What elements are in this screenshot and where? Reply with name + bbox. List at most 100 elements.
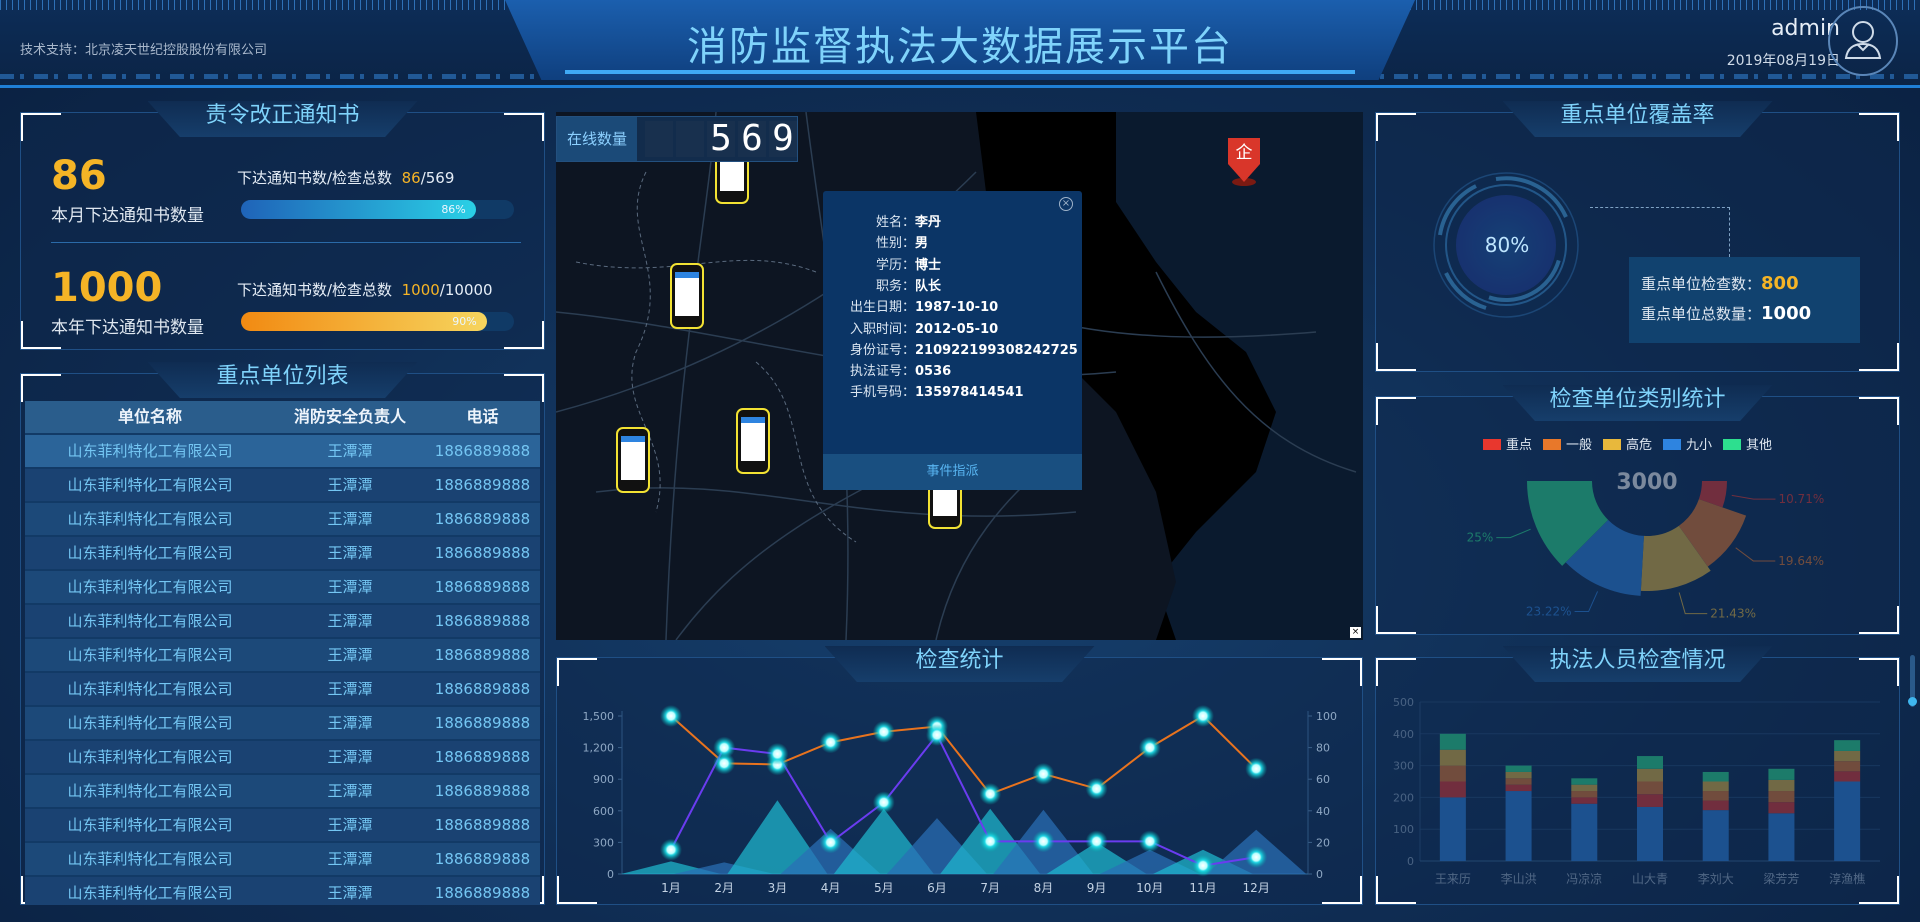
unit-name: 山东菲利特化工有限公司: [67, 714, 233, 732]
field-value: 博士: [915, 257, 942, 273]
table-row[interactable]: 山东菲利特化工有限公司 王潭潭 1886889888: [25, 809, 540, 843]
legend-label: 高危: [1626, 438, 1653, 453]
connector-line: [1590, 207, 1730, 257]
dispatch-button[interactable]: 事件指派: [823, 454, 1082, 490]
phone: 1886889888: [434, 612, 531, 630]
legend-label: 九小: [1686, 438, 1713, 453]
table-row[interactable]: 山东菲利特化工有限公司 王潭潭 1886889888: [25, 537, 540, 571]
check-stats-panel: 检查统计: [556, 646, 1363, 905]
column-header: 单位名称: [117, 407, 182, 426]
table-row[interactable]: 山东菲利特化工有限公司 王潭潭 1886889888: [25, 775, 540, 809]
land-region: [1116, 112, 1363, 640]
table-row[interactable]: 山东菲利特化工有限公司 王潭潭 1886889888: [25, 673, 540, 707]
field-label: 执法证号：: [849, 364, 915, 380]
panel-title: 重点单位覆盖率: [1502, 101, 1773, 137]
month-label: 本月下达通知书数量: [51, 206, 204, 226]
panel-title: 检查统计: [824, 646, 1095, 682]
person-info-popup: × 姓名：李丹 性别：男 学历：博士 职务：队长 出生日期：1987-10-10 入职时间…: [823, 191, 1082, 490]
legend-swatch: [1603, 439, 1621, 450]
user-icon: [1844, 21, 1882, 59]
info-field: 入职时间：2012-05-10: [823, 322, 998, 338]
value: 1000: [1761, 303, 1812, 324]
username[interactable]: admin: [1771, 16, 1840, 41]
phone: 1886889888: [434, 850, 531, 868]
total: /10000: [439, 281, 493, 299]
enterprise-pin[interactable]: 企: [1228, 138, 1260, 186]
info-field: 学历：博士: [823, 258, 941, 274]
info-field: 性别：男: [823, 236, 928, 252]
safety-officer: 王潭潭: [327, 748, 373, 766]
safety-officer: 王潭潭: [327, 680, 373, 698]
legend-item[interactable]: 高危: [1603, 434, 1652, 453]
field-label: 职务：: [875, 278, 915, 294]
close-icon[interactable]: ×: [1350, 627, 1361, 638]
avatar[interactable]: [1828, 6, 1898, 76]
table-row[interactable]: 山东菲利特化工有限公司 王潭潭 1886889888: [25, 843, 540, 877]
online-label: 在线数量: [557, 117, 637, 161]
phone-marker[interactable]: [736, 408, 770, 474]
field-label: 手机号码：: [849, 385, 915, 401]
legend-item[interactable]: 一般: [1543, 434, 1592, 453]
progress-fill: 86%: [241, 200, 476, 219]
safety-officer: 王潭潭: [327, 612, 373, 630]
table-row[interactable]: 山东菲利特化工有限公司 王潭潭 1886889888: [25, 877, 540, 905]
field-label: 入职时间：: [849, 321, 915, 337]
table-row[interactable]: 山东菲利特化工有限公司 王潭潭 1886889888: [25, 605, 540, 639]
legend-item[interactable]: 其他: [1723, 434, 1772, 453]
table-row[interactable]: 山东菲利特化工有限公司 王潭潭 1886889888: [25, 503, 540, 537]
boundaries: [575, 171, 857, 543]
unit-name: 山东菲利特化工有限公司: [67, 782, 233, 800]
issued: 86: [401, 169, 421, 187]
field-label: 学历：: [875, 257, 915, 273]
officer-stats-panel: 执法人员检查情况: [1375, 646, 1900, 905]
phone-marker[interactable]: [670, 263, 704, 329]
phone: 1886889888: [434, 782, 531, 800]
year-count: 1000: [51, 265, 163, 311]
table-row[interactable]: 山东菲利特化工有限公司 王潭潭 1886889888: [25, 435, 540, 469]
ratio-label: 下达通知书数/检查总数: [237, 281, 393, 299]
tech-support-text: 技术支持：北京凌天世纪控股股份有限公司: [20, 43, 268, 58]
legend-swatch: [1723, 439, 1741, 450]
legend-item[interactable]: 重点: [1483, 434, 1532, 453]
scrollbar[interactable]: [1908, 655, 1917, 707]
panel-title: 执法人员检查情况: [1502, 646, 1773, 682]
table-row[interactable]: 山东菲利特化工有限公司 王潭潭 1886889888: [25, 741, 540, 775]
column-header: 电话: [466, 407, 499, 426]
month-ratio: 下达通知书数/检查总数 86/569: [237, 167, 454, 188]
unit-name: 山东菲利特化工有限公司: [67, 476, 233, 494]
legend-label: 一般: [1566, 438, 1593, 453]
column-header: 消防安全负责人: [293, 407, 406, 426]
table-row[interactable]: 山东菲利特化工有限公司 王潭潭 1886889888: [25, 639, 540, 673]
unit-name: 山东菲利特化工有限公司: [67, 816, 233, 834]
coverage-percent: 80%: [1484, 233, 1530, 257]
phone-marker[interactable]: [616, 427, 650, 493]
table-body[interactable]: 山东菲利特化工有限公司 王潭潭 1886889888 山东菲利特化工有限公司 王潭潭 18…: [25, 435, 540, 905]
current-date: 2019年08月19日: [1726, 53, 1840, 69]
notice-panel: 责令改正通知书 86 本月下达通知书数量 下达通知书数/检查总数 86/569 …: [20, 101, 545, 350]
phone: 1886889888: [434, 748, 531, 766]
table-header: 单位名称 消防安全负责人 电话: [25, 401, 540, 435]
phone: 1886889888: [434, 544, 531, 562]
ratio-label: 下达通知书数/检查总数: [237, 169, 393, 187]
value: 800: [1761, 273, 1799, 294]
digit: 9: [769, 121, 797, 157]
table-row[interactable]: 山东菲利特化工有限公司 王潭潭 1886889888: [25, 571, 540, 605]
info-field: 手机号码：135978414541: [823, 385, 1024, 401]
total-count: 重点单位总数量：1000: [1641, 303, 1811, 324]
table-row[interactable]: 山东菲利特化工有限公司 王潭潭 1886889888: [25, 707, 540, 741]
phone: 1886889888: [434, 680, 531, 698]
legend-item[interactable]: 九小: [1663, 434, 1712, 453]
year-ratio: 下达通知书数/检查总数 1000/10000: [237, 279, 493, 300]
legend-label: 重点: [1506, 438, 1533, 453]
unit-name: 山东菲利特化工有限公司: [67, 612, 233, 630]
field-value: 210922199308242725: [915, 342, 1078, 358]
unit-name: 山东菲利特化工有限公司: [67, 884, 233, 902]
safety-officer: 王潭潭: [327, 714, 373, 732]
table-row[interactable]: 山东菲利特化工有限公司 王潭潭 1886889888: [25, 469, 540, 503]
phone: 1886889888: [434, 714, 531, 732]
unit-name: 山东菲利特化工有限公司: [67, 850, 233, 868]
close-icon[interactable]: ×: [1059, 197, 1073, 211]
year-progress-bar: 90%: [241, 312, 514, 331]
phone: 1886889888: [434, 442, 531, 460]
phone: 1886889888: [434, 816, 531, 834]
